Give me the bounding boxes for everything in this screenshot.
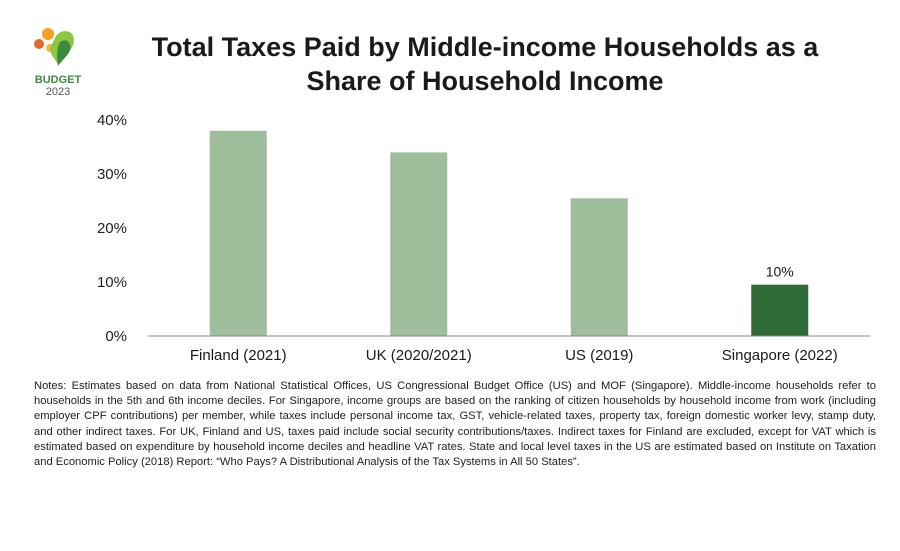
x-category-label: Finland (2021): [190, 347, 287, 364]
y-tick-label: 20%: [97, 220, 127, 237]
logo-year: 2023: [45, 86, 71, 98]
y-tick-label: 30%: [97, 166, 127, 183]
x-category-label: Singapore (2022): [722, 347, 838, 364]
bar: [390, 152, 448, 336]
logo-dot-orange: [42, 28, 54, 40]
bar: [570, 198, 628, 336]
x-axis-categories: Finland (2021) UK (2020/2021) US (2019) Sin…: [190, 347, 838, 364]
data-label: 10%: [766, 264, 794, 280]
bar: [209, 130, 267, 336]
chart-title: Total Taxes Paid by Middle-income Househ…: [151, 32, 819, 96]
budget-logo-icon: [34, 28, 74, 66]
logo-dot-red: [34, 39, 44, 49]
y-tick-label: 40%: [97, 112, 127, 129]
data-labels: 10%: [766, 264, 794, 280]
x-category-label: UK (2020/2021): [366, 347, 472, 364]
budget-logo: BUDGET 2023: [26, 22, 90, 106]
bar-chart: 0% 10% 20% 30% 40% Finland (2021) UK (2020/20…: [97, 112, 870, 364]
y-tick-label: 10%: [97, 274, 127, 291]
bars: [209, 130, 809, 336]
y-tick-label: 0%: [105, 328, 127, 345]
bar: [751, 284, 809, 336]
logo-text: BUDGET: [34, 74, 82, 86]
logo-heart-dark: [57, 40, 71, 66]
footnote-notes: Notes: Estimates based on data from Nati…: [34, 380, 876, 469]
x-category-label: US (2019): [565, 347, 633, 364]
y-axis-ticks: 0% 10% 20% 30% 40%: [97, 112, 127, 345]
